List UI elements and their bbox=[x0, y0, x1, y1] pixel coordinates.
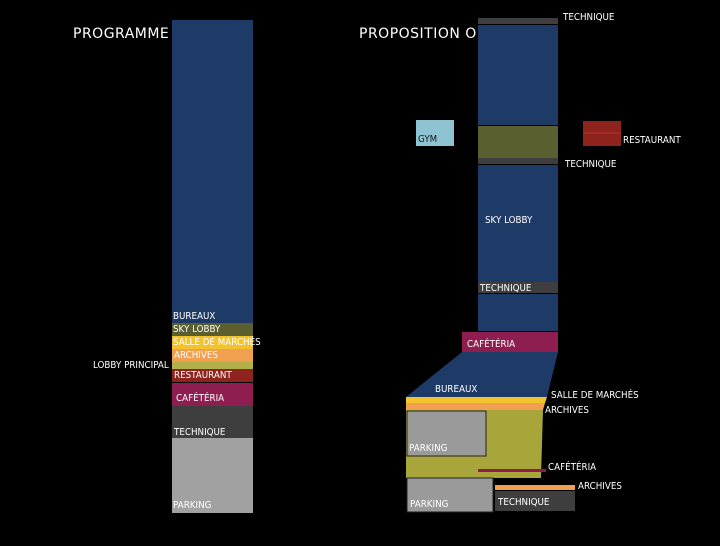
oma-technique-low-label: TECHNIQUE bbox=[480, 283, 532, 294]
oma-cafeteria-base-label: CAFÉTÉRIA bbox=[548, 462, 597, 473]
programme-salle-de-marches-label: SALLE DE MARCHÉS bbox=[173, 337, 261, 348]
oma-bureaux-middle-block bbox=[478, 165, 558, 282]
oma-sky-lobby-band-block bbox=[478, 126, 558, 158]
programme-restaurant-block bbox=[172, 369, 253, 382]
oma-bureaux-label: BUREAUX bbox=[435, 384, 478, 395]
programme-cafeteria-label: CAFÉTÉRIA bbox=[176, 393, 225, 404]
oma-bureaux-upper-block bbox=[478, 25, 558, 125]
programme-lobby-principal-block bbox=[172, 362, 253, 369]
oma-bureaux-slanted-block bbox=[406, 352, 558, 397]
oma-restaurant-label: RESTAURANT bbox=[623, 135, 681, 146]
programme-restaurant-label: RESTAURANT bbox=[174, 370, 232, 381]
oma-technique-top-label: TECHNIQUE bbox=[563, 12, 615, 23]
oma-technique-base-block bbox=[495, 491, 575, 511]
oma-cafeteria-label: CAFÉTÉRIA bbox=[467, 339, 516, 350]
oma-gym-label: GYM bbox=[418, 134, 438, 145]
oma-archives-base-block bbox=[495, 485, 575, 490]
programme-sky-lobby-label: SKY LOBBY bbox=[173, 324, 221, 335]
programme-bureaux-block bbox=[172, 20, 253, 323]
oma-parking-upper-label: PARKING bbox=[409, 443, 448, 454]
oma-parking-lower-label: PARKING bbox=[410, 499, 449, 510]
oma-bureaux-lower-block bbox=[478, 294, 558, 331]
programme-lobby-principal-label: LOBBY PRINCIPAL bbox=[93, 360, 169, 371]
oma-cafeteria-block bbox=[462, 332, 558, 352]
programme-salle-de-marches-block bbox=[172, 336, 253, 349]
programme-title: PROGRAMME bbox=[73, 26, 170, 42]
programme-technique-block bbox=[172, 406, 253, 438]
oma-technique-base-label: TECHNIQUE bbox=[498, 497, 550, 508]
oma-parking-upper-block bbox=[406, 410, 487, 457]
oma-title: PROPOSITION OMA bbox=[359, 26, 500, 42]
oma-archives-label: ARCHIVES bbox=[545, 405, 589, 416]
programme-parking-label: PARKING bbox=[173, 500, 212, 511]
oma-archives-base-label: ARCHIVES bbox=[578, 481, 622, 492]
programme-sky-lobby-block bbox=[172, 323, 253, 336]
programme-parking-block bbox=[172, 438, 253, 513]
oma-technique-low-block bbox=[478, 282, 558, 293]
oma-technique-top-block bbox=[478, 18, 558, 24]
oma-technique-mid-block bbox=[478, 158, 558, 164]
programme-cafeteria-block bbox=[172, 383, 253, 406]
programme-archives-block bbox=[172, 349, 253, 362]
oma-cafeteria-base-block bbox=[478, 469, 546, 472]
oma-sky-lobby-label: SKY LOBBY bbox=[485, 215, 533, 226]
programme-bureaux-label: BUREAUX bbox=[173, 311, 216, 322]
programme-archives-label: ARCHIVES bbox=[174, 350, 218, 361]
programme-technique-label: TECHNIQUE bbox=[174, 427, 226, 438]
oma-archives-block bbox=[406, 403, 545, 410]
oma-salle-de-marches-label: SALLE DE MARCHÉS bbox=[551, 390, 639, 401]
oma-parking-lower-block bbox=[406, 477, 494, 513]
oma-technique-mid-label: TECHNIQUE bbox=[565, 159, 617, 170]
oma-gym-block bbox=[416, 120, 454, 146]
oma-salle-de-marches-block bbox=[406, 397, 547, 403]
